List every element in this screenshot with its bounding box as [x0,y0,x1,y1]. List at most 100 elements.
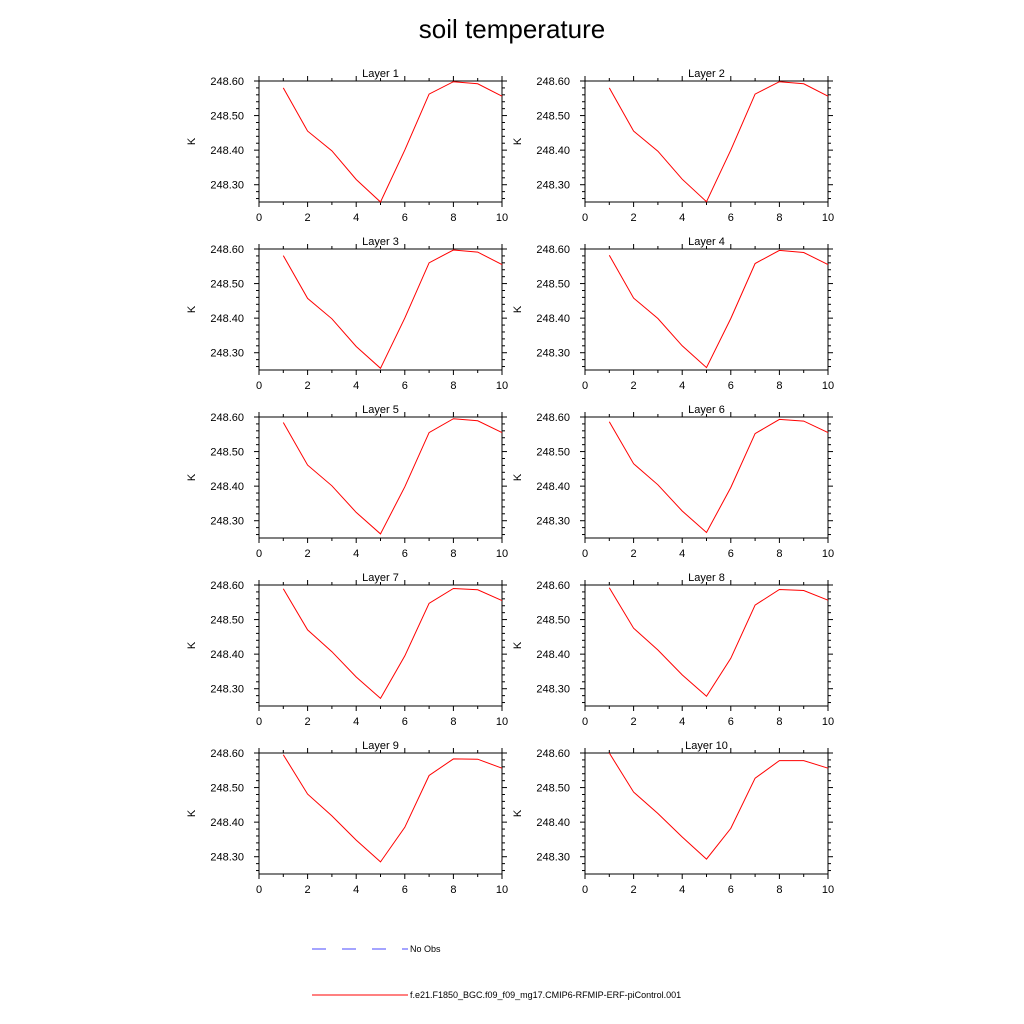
x-tick-label: 4 [353,884,359,896]
x-tick-label: 6 [402,884,408,896]
panel-title: Layer 2 [688,68,725,80]
y-tick-label: 248.50 [210,783,244,795]
x-tick-label: 6 [402,380,408,392]
y-tick-label: 248.30 [536,180,570,192]
panel-title: Layer 3 [362,236,399,248]
y-tick-label: 248.40 [536,313,570,325]
series-line [608,81,829,203]
x-tick-label: 6 [402,548,408,560]
panel-title: Layer 6 [688,404,725,416]
y-tick-label: 248.50 [210,615,244,627]
y-tick-label: 248.50 [210,111,244,123]
x-tick-label: 8 [450,212,456,224]
x-tick-label: 10 [822,884,834,896]
x-tick-label: 6 [728,716,734,728]
y-tick-label: 248.30 [536,516,570,528]
panel-title: Layer 4 [688,236,725,248]
x-tick-label: 6 [728,548,734,560]
y-tick-label: 248.30 [210,180,244,192]
y-axis-label: K [512,305,524,313]
x-tick-label: 6 [402,212,408,224]
plot-frame [258,752,503,875]
y-tick-label: 248.50 [210,447,244,459]
plot-frame [258,80,503,203]
plot-frame [584,248,829,371]
y-tick-label: 248.50 [536,447,570,459]
y-tick-label: 248.60 [210,244,244,256]
x-tick-label: 0 [256,212,262,224]
plot-frame [258,248,503,371]
plot-frame [584,80,829,203]
y-axis-label: K [186,641,198,649]
x-tick-label: 0 [582,884,588,896]
y-axis-label: K [512,137,524,145]
x-tick-label: 4 [679,884,685,896]
y-tick-label: 248.40 [210,649,244,661]
x-tick-label: 6 [728,884,734,896]
panel-title: Layer 10 [685,740,728,752]
legend-model-swatch [312,994,408,996]
x-tick-label: 0 [582,716,588,728]
y-axis-label: K [512,809,524,817]
y-tick-label: 248.60 [536,580,570,592]
x-tick-label: 2 [631,716,637,728]
plot-frame [584,752,829,875]
x-tick-label: 8 [776,212,782,224]
x-tick-label: 8 [776,380,782,392]
x-tick-label: 8 [776,884,782,896]
x-tick-label: 4 [353,212,359,224]
series-line [608,587,829,698]
y-tick-label: 248.40 [536,145,570,157]
plot-frame [258,416,503,539]
y-tick-label: 248.50 [210,279,244,291]
series-line [282,81,503,203]
series-line [282,754,503,863]
x-tick-label: 0 [256,380,262,392]
x-tick-label: 2 [631,380,637,392]
chart-title: soil temperature [418,14,606,44]
x-tick-label: 2 [305,884,311,896]
x-tick-label: 8 [450,548,456,560]
x-tick-label: 8 [450,716,456,728]
x-tick-label: 4 [679,212,685,224]
y-tick-label: 248.60 [210,412,244,424]
y-tick-label: 248.30 [210,684,244,696]
y-tick-label: 248.30 [210,516,244,528]
x-tick-label: 8 [776,716,782,728]
x-tick-label: 2 [631,884,637,896]
series-line [282,249,503,370]
y-tick-label: 248.60 [210,580,244,592]
panel-title: Layer 7 [362,572,399,584]
x-tick-label: 8 [776,548,782,560]
y-tick-label: 248.30 [536,348,570,360]
y-tick-label: 248.60 [536,412,570,424]
legend-model: f.e21.F1850_BGC.f09_f09_mg17.CMIP6-RFMIP… [312,990,681,1000]
y-tick-label: 248.60 [210,748,244,760]
series-line [608,249,829,369]
x-tick-label: 4 [353,548,359,560]
y-tick-label: 248.30 [536,852,570,864]
x-tick-label: 2 [631,548,637,560]
y-tick-label: 248.40 [210,481,244,493]
panel-title: Layer 5 [362,404,399,416]
y-axis-label: K [186,305,198,313]
y-axis-label: K [186,137,198,145]
y-tick-label: 248.40 [210,145,244,157]
plot-frame [258,584,503,707]
x-tick-label: 0 [256,884,262,896]
y-tick-label: 248.30 [210,852,244,864]
x-tick-label: 0 [582,548,588,560]
x-tick-label: 10 [496,380,508,392]
y-tick-label: 248.60 [536,76,570,88]
y-tick-label: 248.50 [536,615,570,627]
x-tick-label: 0 [256,716,262,728]
panel-title: Layer 9 [362,740,399,752]
x-tick-label: 2 [631,212,637,224]
x-tick-label: 10 [822,380,834,392]
y-tick-label: 248.40 [210,817,244,829]
y-tick-label: 248.50 [536,279,570,291]
y-tick-label: 248.40 [536,481,570,493]
series-line [282,587,503,700]
y-tick-label: 248.30 [210,348,244,360]
